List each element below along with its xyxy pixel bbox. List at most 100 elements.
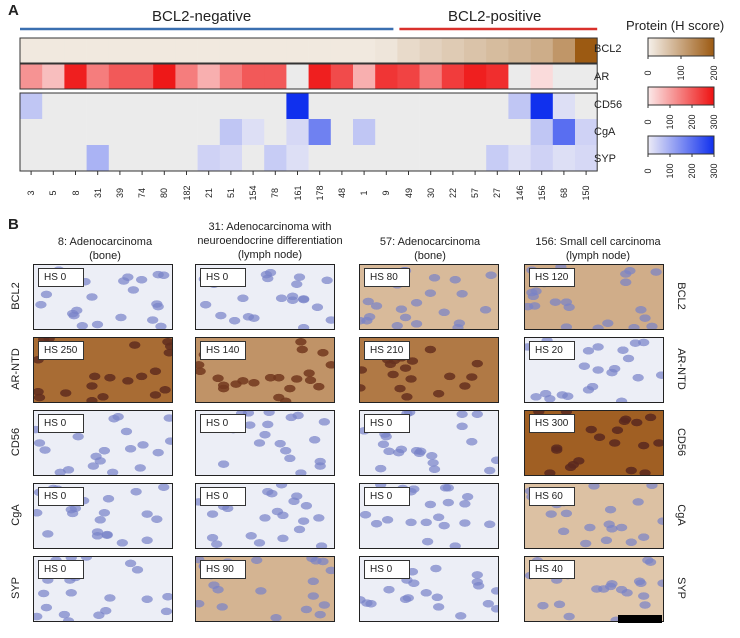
heatmap-cell-cga-78 (264, 119, 287, 145)
ihc-panel-3-bcl2: HS 120 (524, 264, 664, 330)
h-score-label: HS 0 (38, 268, 84, 287)
heatmap-cell-cga-49 (397, 119, 420, 145)
heatmap-cell-bcl2-30 (419, 38, 443, 63)
heatmap-cell-ar-78 (264, 64, 287, 89)
heatmap-cell-bcl2-182 (175, 38, 198, 63)
heatmap-cell-cd56-150 (575, 93, 598, 119)
ihc-panel-1-ar-ntd: HS 140 (195, 337, 335, 403)
heatmap-cell-ar-154 (242, 64, 265, 89)
heatmap-border-2 (19, 92, 598, 172)
heatmap-cell-cd56-182 (175, 93, 198, 119)
sample-label-31: 31 (92, 188, 103, 199)
heatmap-cell-cd56-5 (42, 93, 65, 119)
heatmap-cell-syp-154 (242, 145, 265, 171)
heatmap-cell-syp-57 (464, 145, 487, 171)
row-label-cd56: CD56 (594, 99, 623, 111)
heatmap-chart (19, 27, 715, 175)
heatmap-cell-cga-146 (508, 119, 531, 145)
heatmap-cell-bcl2-74 (131, 38, 154, 63)
heatmap-cell-syp-39 (108, 145, 132, 171)
legend-tick-ne-0: 0 (643, 168, 653, 174)
h-score-label: HS 0 (200, 414, 246, 433)
bcl2-positive-label: BCL2-positive (448, 8, 542, 25)
heatmap-cell-bcl2-5 (42, 38, 65, 63)
panel-a-label: A (8, 2, 19, 19)
heatmap-cell-syp-161 (286, 145, 309, 171)
heatmap-cell-cd56-3 (20, 93, 43, 119)
sample-label-9: 9 (381, 190, 392, 196)
sample-label-30: 30 (425, 188, 436, 199)
h-score-label: HS 120 (529, 268, 575, 287)
heatmap-cell-syp-1 (353, 145, 376, 171)
heatmap-cell-syp-146 (508, 145, 531, 171)
ihc-panel-3-ar-ntd: HS 20 (524, 337, 664, 403)
heatmap-cell-cd56-161 (286, 93, 309, 119)
heatmap-cell-cga-182 (175, 119, 198, 145)
legend-title: Protein (H score) (626, 18, 725, 33)
heatmap-cell-ar-21 (197, 64, 221, 89)
heatmap-cell-cga-5 (42, 119, 65, 145)
scale-bar (618, 615, 662, 623)
heatmap-border-0 (19, 37, 598, 64)
heatmap-cell-cga-80 (153, 119, 176, 145)
heatmap-border-1 (19, 63, 598, 90)
heatmap-cell-cga-3 (20, 119, 43, 145)
sample-label-156: 156 (536, 185, 547, 201)
h-score-label: HS 80 (364, 268, 410, 287)
heatmap-cell-cd56-39 (108, 93, 132, 119)
heatmap-cell-bcl2-1 (353, 38, 376, 63)
heatmap-cell-cga-154 (242, 119, 265, 145)
heatmap-cell-cd56-31 (86, 93, 110, 119)
heatmap-cell-bcl2-78 (264, 38, 287, 63)
sample-label-3: 3 (26, 190, 37, 196)
col-title-31: 31: Adenocarcinoma with neuroendocrine di… (197, 221, 343, 261)
heatmap-cell-syp-74 (131, 145, 154, 171)
heatmap-cell-cga-156 (530, 119, 554, 145)
heatmap-cell-cd56-8 (64, 93, 87, 119)
heatmap-cell-cga-150 (575, 119, 598, 145)
heatmap-cell-ar-74 (131, 64, 154, 89)
heatmap-cell-ar-30 (419, 64, 443, 89)
h-score-label: HS 0 (200, 487, 246, 506)
heatmap-cell-bcl2-39 (108, 38, 132, 63)
heatmap-cell-ar-80 (153, 64, 176, 89)
h-score-label: HS 250 (38, 341, 84, 360)
heatmap-cell-cd56-27 (486, 93, 509, 119)
heatmap-cell-bcl2-68 (552, 38, 576, 63)
ihc-panel-2-cd56: HS 0 (359, 410, 499, 476)
heatmap-cell-ar-1 (353, 64, 376, 89)
sample-label-161: 161 (292, 185, 303, 201)
heatmap-cell-cd56-178 (308, 93, 332, 119)
col-title-156: 156: Small cell carcinoma (lymph node) (535, 236, 661, 262)
heatmap-cell-ar-8 (64, 64, 87, 89)
heatmap-cell-cd56-146 (508, 93, 531, 119)
heatmap-cell-syp-80 (153, 145, 176, 171)
heatmap-cell-cd56-1 (353, 93, 376, 119)
h-score-label: HS 90 (200, 560, 246, 579)
heatmap-cell-syp-21 (197, 145, 221, 171)
heatmap-cell-cga-39 (108, 119, 132, 145)
heatmap-cell-cga-21 (197, 119, 221, 145)
heatmap-cell-cd56-68 (552, 93, 576, 119)
ihc-panel-0-syp: HS 0 (33, 556, 173, 622)
heatmap-cell-syp-150 (575, 145, 598, 171)
legend-bar-ar (647, 86, 715, 106)
sample-label-1: 1 (359, 190, 370, 196)
sample-label-49: 49 (403, 188, 414, 199)
marker-label-right-bcl2: BCL2 (675, 282, 687, 310)
sample-label-154: 154 (248, 185, 259, 201)
legend-bar-ne (647, 135, 715, 155)
h-score-label: HS 300 (529, 414, 575, 433)
legend-tick-bcl2-200: 200 (709, 65, 719, 81)
sample-label-74: 74 (137, 188, 148, 199)
heatmap-cell-bcl2-80 (153, 38, 176, 63)
legend-tick-bcl2-100: 100 (676, 65, 686, 81)
sample-label-39: 39 (114, 188, 125, 199)
heatmap-cell-bcl2-21 (197, 38, 221, 63)
sample-label-8: 8 (70, 190, 81, 196)
heatmap-cell-syp-68 (552, 145, 576, 171)
heatmap-cell-syp-51 (219, 145, 243, 171)
h-score-label: HS 0 (38, 560, 84, 579)
heatmap-cell-bcl2-146 (508, 38, 531, 63)
col-title-8: 8: Adenocarcinoma (bone) (57, 236, 153, 262)
